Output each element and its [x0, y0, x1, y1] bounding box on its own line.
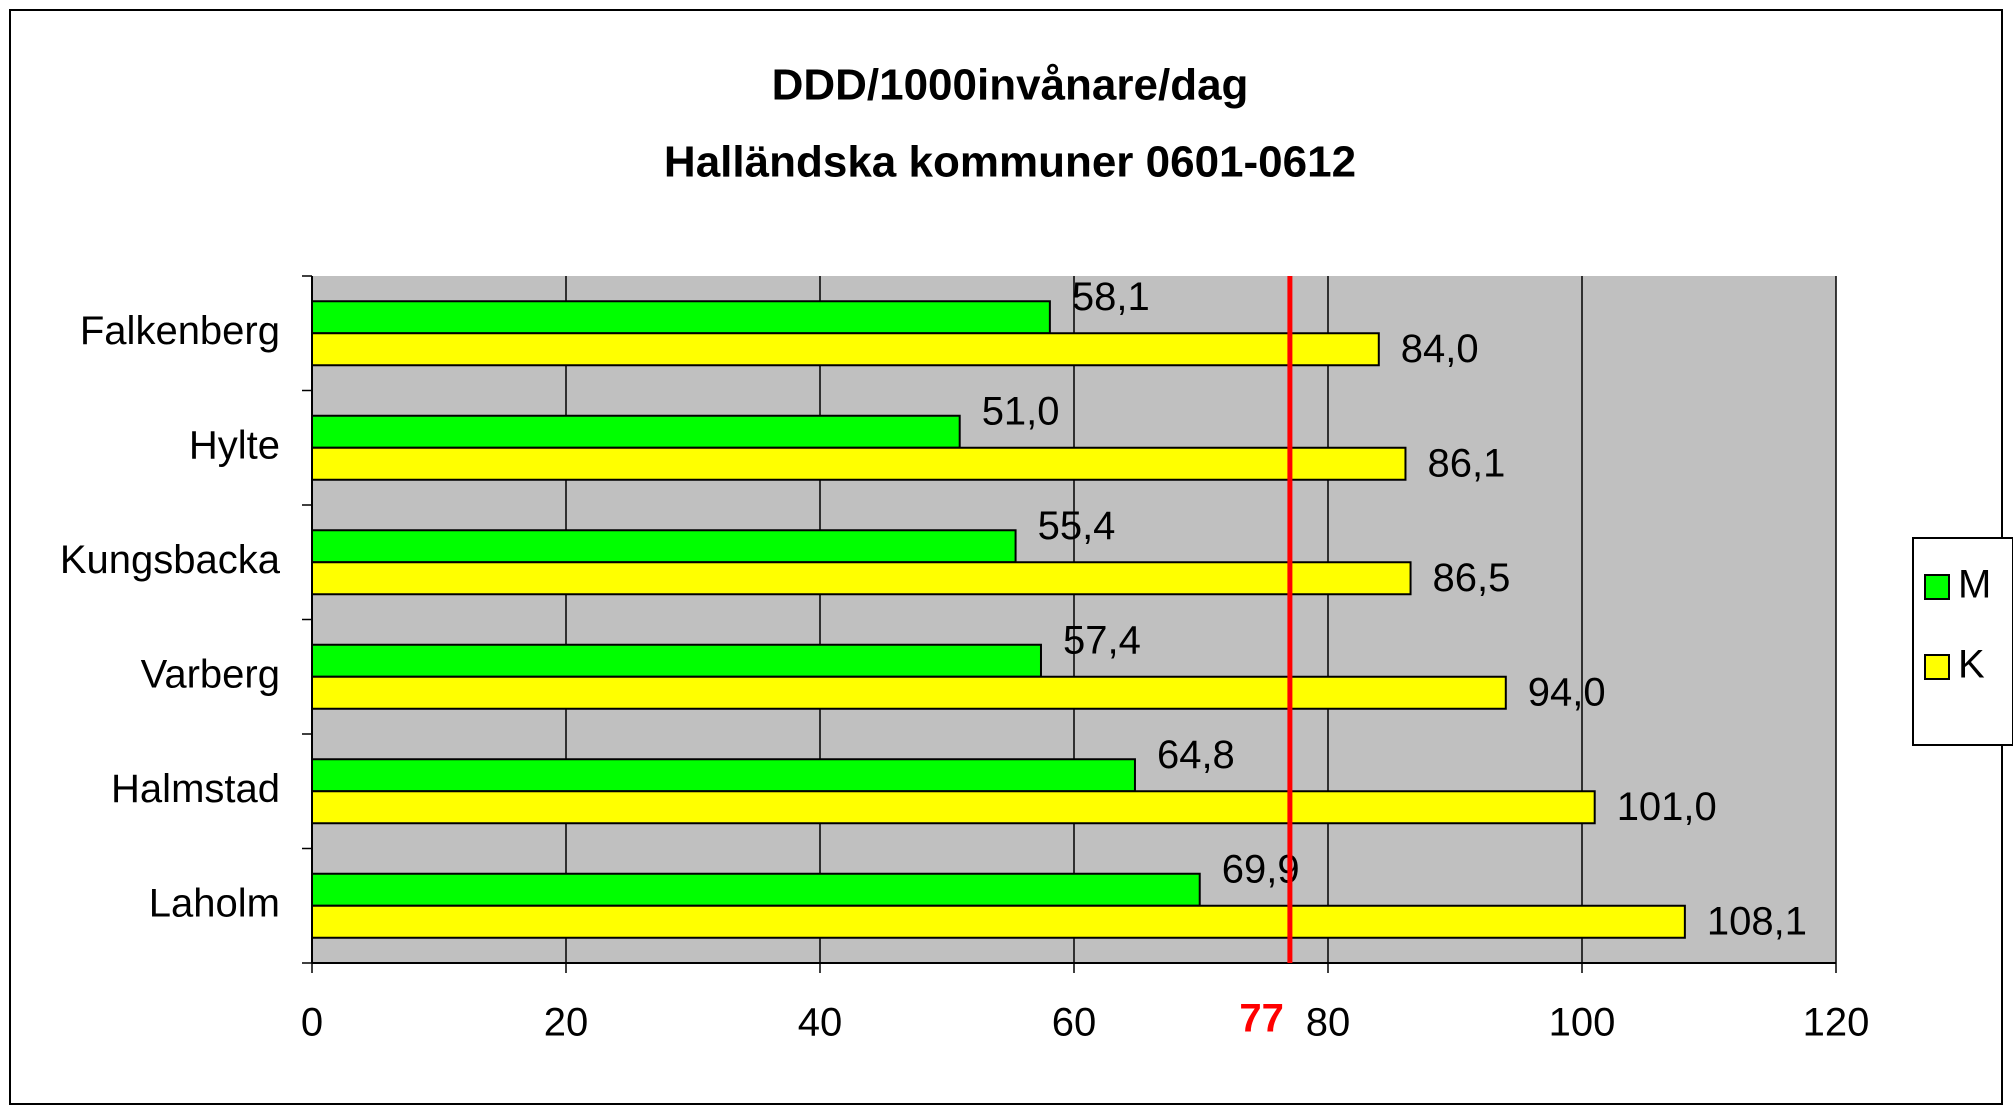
value-label: 69,9 — [1222, 847, 1300, 891]
legend-label: M — [1958, 563, 1991, 607]
x-tick-label: 0 — [301, 1001, 323, 1045]
bar — [311, 872, 1201, 907]
y-tick-label: Varberg — [141, 652, 280, 696]
y-tick-label: Hylte — [189, 423, 280, 467]
bar — [311, 414, 961, 449]
value-label: 51,0 — [982, 389, 1060, 433]
value-label: 86,1 — [1427, 441, 1505, 485]
bar — [311, 643, 1042, 678]
bar — [311, 675, 1507, 710]
y-tick-label: Halmstad — [111, 767, 280, 811]
bar — [311, 529, 1017, 564]
bar — [311, 332, 1380, 367]
value-label: 55,4 — [1038, 504, 1116, 548]
legend-label: K — [1958, 643, 1985, 687]
legend-box — [1912, 537, 2013, 746]
x-tick-label: 20 — [544, 1001, 589, 1045]
x-tick-label: 60 — [1052, 1001, 1097, 1045]
value-label: 108,1 — [1707, 899, 1807, 943]
bar — [311, 790, 1596, 825]
x-tick-label: 120 — [1803, 1001, 1870, 1045]
value-label: 57,4 — [1063, 618, 1141, 662]
bar — [311, 561, 1412, 596]
value-label: 86,5 — [1433, 556, 1511, 600]
y-tick-label: Falkenberg — [80, 309, 280, 353]
legend-swatch — [1924, 574, 1950, 600]
value-label: 58,1 — [1072, 275, 1150, 319]
x-tick-label: 40 — [798, 1001, 843, 1045]
legend-swatch — [1924, 654, 1950, 680]
value-label: 94,0 — [1528, 670, 1606, 714]
chart-title: DDD/1000invånare/dag — [772, 61, 1249, 110]
bar — [311, 904, 1686, 939]
x-tick-label: 100 — [1549, 1001, 1616, 1045]
bar — [311, 446, 1407, 481]
bar — [311, 300, 1051, 335]
y-tick-label: Kungsbacka — [60, 538, 281, 582]
value-label: 101,0 — [1617, 785, 1717, 829]
y-tick-label: Laholm — [149, 881, 280, 925]
chart-subtitle: Halländska kommuner 0601-0612 — [664, 138, 1356, 187]
reference-label: 77 — [1239, 997, 1284, 1041]
value-label: 64,8 — [1157, 733, 1235, 777]
x-tick-label: 80 — [1306, 1001, 1351, 1045]
value-label: 84,0 — [1401, 327, 1479, 371]
bar — [311, 758, 1136, 793]
